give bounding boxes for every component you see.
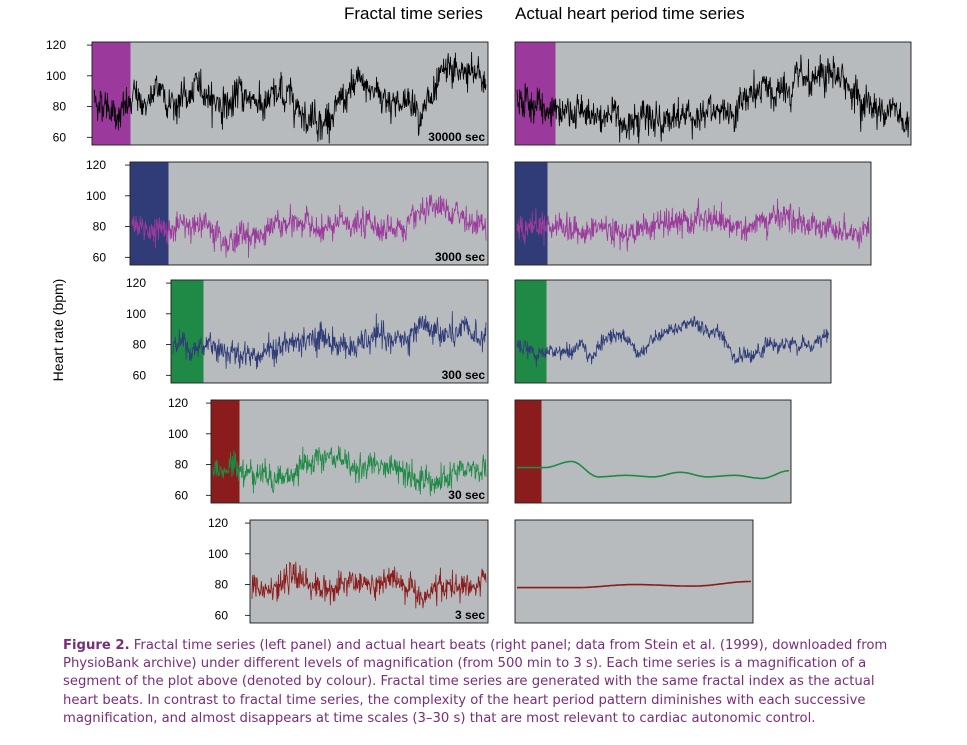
caption-text: Fractal time series (left panel) and act… <box>63 638 888 726</box>
actual-highlight-1 <box>515 42 556 145</box>
y-tick-label-1-60: 60 <box>53 130 67 144</box>
fractal-highlight-4 <box>211 400 240 503</box>
y-tick-label-5-80: 80 <box>215 578 229 592</box>
actual-series-line-5 <box>517 580 751 589</box>
actual-highlight-3 <box>515 280 547 383</box>
caption-label: Figure 2. <box>63 638 130 653</box>
y-tick-label-2-80: 80 <box>93 220 107 234</box>
y-tick-label-4-100: 100 <box>168 427 188 441</box>
actual-series-line-1 <box>516 54 910 144</box>
fractal-highlight-1 <box>92 42 131 145</box>
fractal-scale-label-1: 30000 sec <box>428 130 485 144</box>
actual-series-line-4 <box>517 460 790 480</box>
y-tick-label-4-60: 60 <box>175 488 189 502</box>
actual-panel-2 <box>514 161 872 266</box>
fractal-series-line-5 <box>251 561 487 609</box>
figure-canvas: 30000 sec 60 80 100 120 3000 sec 60 80 100 120 300… <box>46 38 912 624</box>
y-tick-label-5-60: 60 <box>215 608 229 622</box>
y-tick-label-1-100: 100 <box>46 69 66 83</box>
y-tick-label-3-100: 100 <box>126 307 146 321</box>
fractal-series-line-2 <box>131 194 487 259</box>
fractal-scale-label-4: 30 sec <box>448 488 485 502</box>
y-tick-label-3-60: 60 <box>133 368 147 382</box>
y-tick-label-2-120: 120 <box>86 158 106 172</box>
fractal-scale-label-3: 300 sec <box>442 368 486 382</box>
y-tick-label-3-80: 80 <box>133 338 147 352</box>
right-column-title: Actual heart period time series <box>515 4 745 23</box>
actual-series-line-3 <box>516 315 830 368</box>
y-tick-label-5-120: 120 <box>208 516 228 530</box>
actual-panel-5 <box>514 519 754 624</box>
fractal-scale-label-5: 3 sec <box>455 608 485 622</box>
figure-caption: Figure 2. Fractal time series (left pane… <box>63 637 913 728</box>
y-tick-label-4-80: 80 <box>175 458 189 472</box>
y-tick-label-1-80: 80 <box>53 100 67 114</box>
y-tick-label-1-120: 120 <box>46 38 66 52</box>
y-tick-label-3-120: 120 <box>126 276 146 290</box>
y-tick-label-2-60: 60 <box>93 250 107 264</box>
left-column-title: Fractal time series <box>344 4 483 23</box>
fractal-series-line-4 <box>212 445 487 497</box>
fractal-panel-4 <box>210 399 489 504</box>
fractal-scale-label-2: 3000 sec <box>435 250 485 264</box>
fractal-highlight-3 <box>171 280 204 383</box>
actual-series-line-2 <box>516 198 870 252</box>
fractal-highlight-2 <box>130 162 169 265</box>
fractal-series-line-1 <box>93 51 487 144</box>
y-tick-label-2-100: 100 <box>86 189 106 203</box>
fractal-series-line-3 <box>172 311 487 370</box>
y-tick-label-4-120: 120 <box>168 396 188 410</box>
y-tick-label-5-100: 100 <box>208 547 228 561</box>
actual-highlight-4 <box>515 400 542 503</box>
actual-panel-4 <box>514 399 792 504</box>
